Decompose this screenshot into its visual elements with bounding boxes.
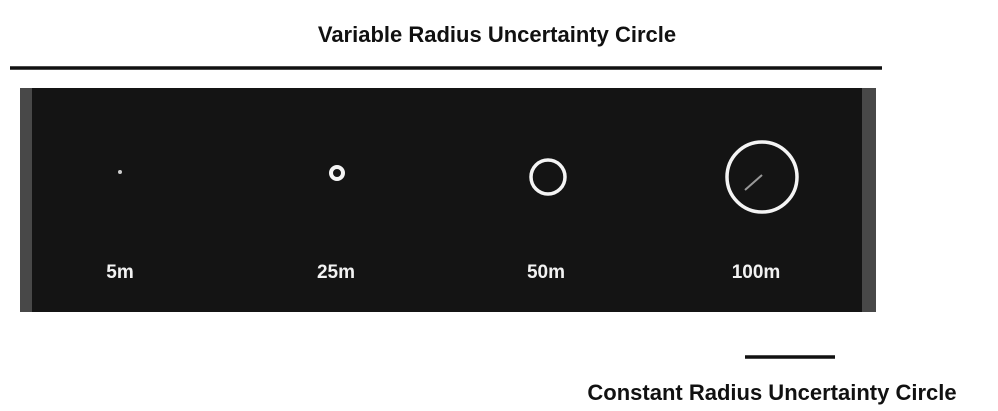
uncertainty-circle [725,140,799,214]
display-panel [20,88,876,312]
title: Variable Radius Uncertainty Circle [318,22,676,47]
radius-label: 5m [106,262,133,283]
panel-edge [862,88,876,312]
uncertainty-circle [118,170,122,174]
panel-edge [20,88,32,312]
uncertainty-circle [329,165,345,181]
radius-label: 100m [732,262,781,283]
caption: Constant Radius Uncertainty Circle [587,380,956,405]
radius-label: 50m [527,262,565,283]
heading-mark [744,174,763,191]
uncertainty-circle [529,158,567,196]
radius-label: 25m [317,262,355,283]
